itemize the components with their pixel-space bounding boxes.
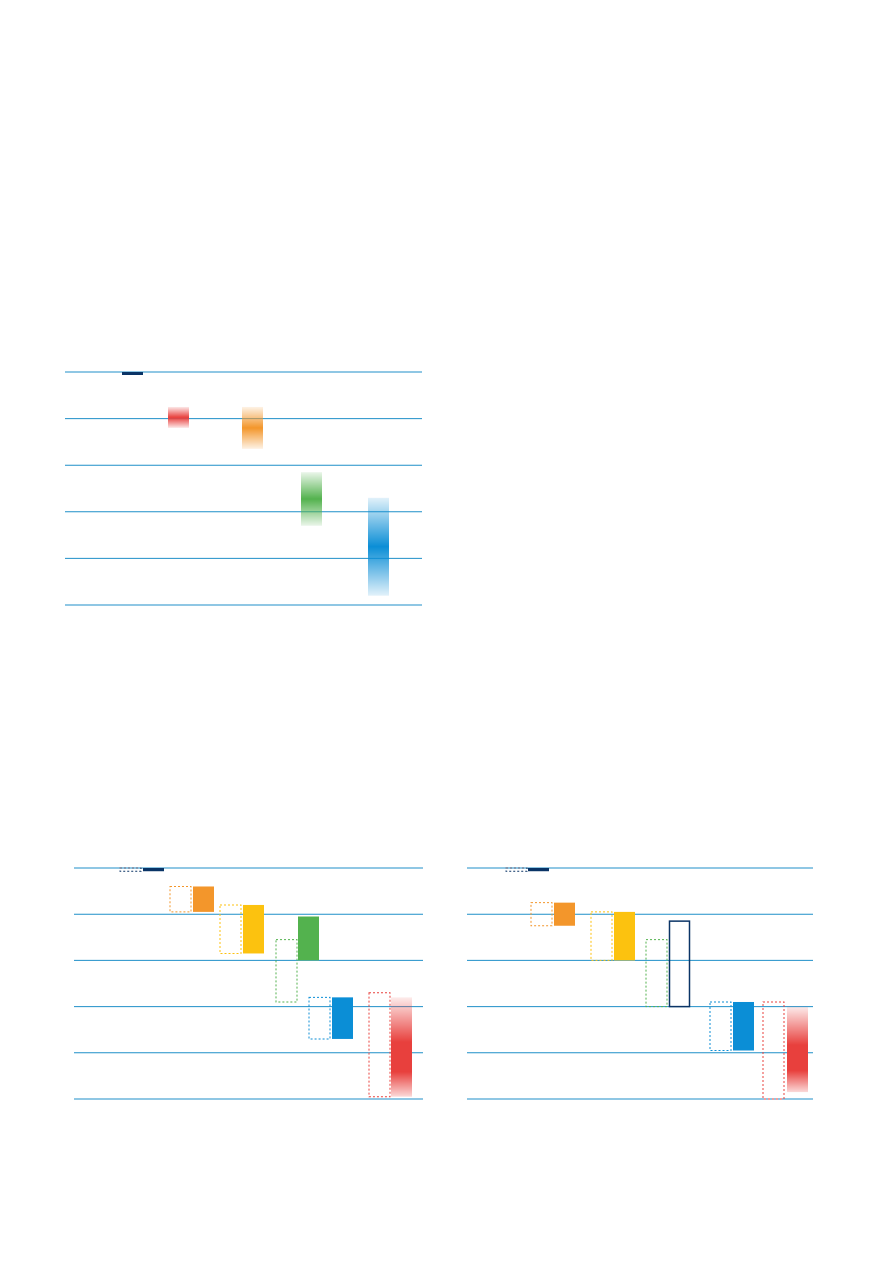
bar-previous bbox=[368, 992, 391, 1098]
bar-current bbox=[332, 997, 353, 1039]
bar-current bbox=[614, 911, 635, 961]
bar-current bbox=[298, 916, 319, 961]
bar-current bbox=[243, 904, 264, 954]
bar-current bbox=[554, 902, 575, 926]
bar-current bbox=[668, 920, 691, 1008]
bar-current bbox=[391, 997, 412, 1097]
bar bbox=[368, 497, 389, 596]
bar-previous bbox=[169, 885, 192, 913]
bar-current bbox=[143, 868, 164, 872]
bar-previous bbox=[709, 1001, 732, 1051]
bar-previous bbox=[590, 911, 613, 961]
bar-previous bbox=[219, 904, 242, 954]
bar bbox=[242, 406, 263, 449]
bar bbox=[301, 472, 322, 526]
bar-current bbox=[733, 1001, 754, 1051]
bar-current bbox=[787, 1006, 808, 1093]
bar bbox=[168, 406, 189, 428]
bar-previous bbox=[645, 939, 668, 1008]
bar-previous bbox=[530, 902, 553, 927]
bar-current bbox=[528, 868, 549, 872]
bar bbox=[122, 372, 143, 375]
bar-previous bbox=[275, 939, 298, 1003]
bar-previous bbox=[762, 1001, 785, 1100]
bar-previous bbox=[308, 996, 331, 1040]
bar-current bbox=[193, 886, 214, 912]
